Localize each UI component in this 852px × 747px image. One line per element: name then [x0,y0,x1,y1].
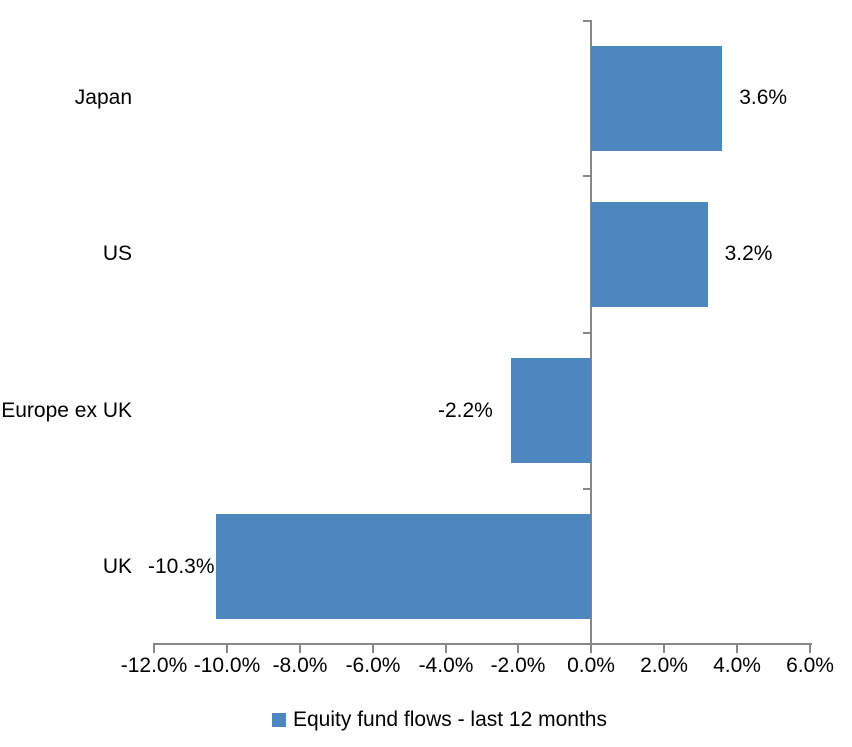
value-axis-tick-label: 4.0% [713,654,761,677]
category-axis-tick [583,175,591,177]
value-axis-tick [809,645,811,653]
value-axis-tick [226,645,228,653]
value-axis-tick-label: -2.0% [490,654,546,677]
category-label-us: US [102,242,132,266]
value-axis-tick-label: 2.0% [640,654,688,677]
value-axis-tick [445,645,447,653]
bar-us [591,201,708,307]
legend-label: Equity fund flows - last 12 months [293,708,607,731]
category-axis-tick [583,488,591,490]
category-label-japan: Japan [74,86,132,110]
bar-uk [215,514,591,620]
value-axis-tick-label: 0.0% [567,654,615,677]
value-axis-tick [736,645,738,653]
value-label-japan: 3.6% [739,86,788,110]
value-label-uk: -10.3% [148,554,215,578]
value-axis-tick-label: -10.0% [193,654,261,677]
legend: Equity fund flows - last 12 months [272,708,607,732]
value-axis-tick-label: -4.0% [418,654,474,677]
bar-japan [591,45,723,151]
value-axis-line [153,643,812,645]
category-axis-tick [583,332,591,334]
value-axis-tick [372,645,374,653]
value-axis-tick-label: -6.0% [345,654,401,677]
value-axis-tick [663,645,665,653]
bar-europe-ex-uk [510,358,591,464]
value-axis-tick [517,645,519,653]
value-axis-tick [153,645,155,653]
category-axis-tick [583,20,591,22]
category-label-europe-ex-uk: Europe ex UK [1,398,132,422]
value-label-europe-ex-uk: -2.2% [437,398,493,422]
category-axis-line [590,20,592,652]
category-label-uk: UK [102,554,132,578]
value-label-us: 3.2% [724,242,773,266]
value-axis-tick-label: 6.0% [786,654,834,677]
value-axis-tick-label: -8.0% [272,654,328,677]
value-axis-tick-label: -12.0% [120,654,188,677]
value-axis-tick [299,645,301,653]
legend-marker-icon [272,713,286,727]
value-axis-tick [590,645,592,653]
